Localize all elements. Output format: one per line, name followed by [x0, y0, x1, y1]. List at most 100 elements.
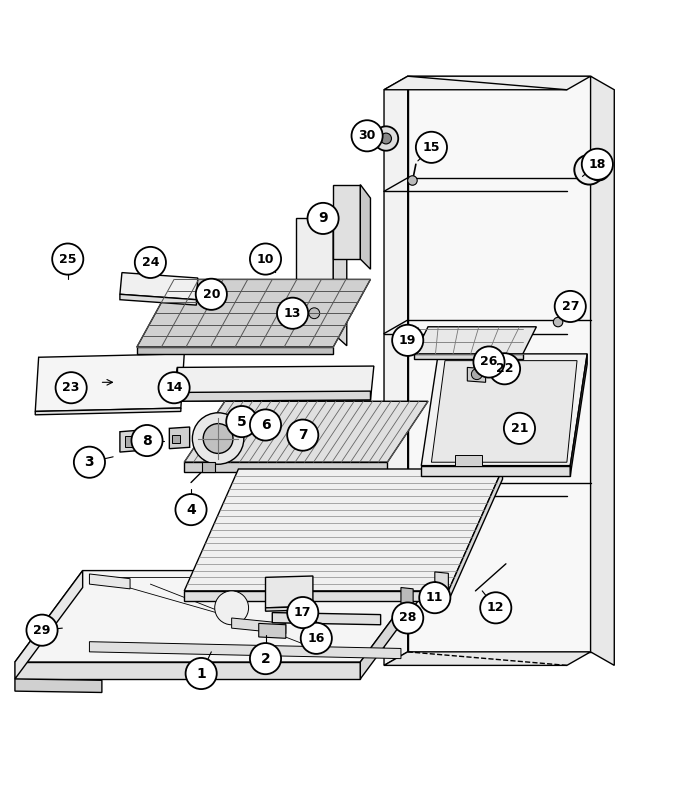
Circle shape — [175, 494, 207, 525]
Polygon shape — [333, 219, 347, 346]
Polygon shape — [169, 427, 190, 449]
Circle shape — [135, 247, 166, 278]
Text: 26: 26 — [480, 356, 498, 368]
Text: 1: 1 — [197, 667, 206, 681]
Polygon shape — [137, 347, 333, 354]
Text: 18: 18 — [589, 158, 606, 170]
Text: 21: 21 — [511, 422, 528, 435]
Text: 30: 30 — [358, 129, 376, 142]
Polygon shape — [296, 219, 333, 334]
Text: 7: 7 — [298, 428, 307, 442]
Text: 10: 10 — [257, 252, 274, 266]
Text: 16: 16 — [307, 632, 325, 645]
Text: 22: 22 — [496, 362, 513, 376]
Circle shape — [596, 166, 605, 174]
Text: 17: 17 — [294, 606, 311, 619]
Polygon shape — [184, 591, 448, 601]
Polygon shape — [422, 354, 588, 466]
Circle shape — [554, 317, 563, 327]
Polygon shape — [265, 607, 313, 611]
Text: 19: 19 — [399, 334, 416, 347]
Circle shape — [226, 406, 257, 437]
Polygon shape — [571, 354, 588, 476]
Polygon shape — [90, 641, 401, 659]
Text: 25: 25 — [59, 252, 77, 266]
Polygon shape — [455, 455, 482, 466]
Polygon shape — [124, 436, 133, 447]
Circle shape — [296, 425, 306, 435]
Text: 15: 15 — [423, 140, 440, 154]
Circle shape — [374, 126, 398, 151]
Polygon shape — [431, 361, 577, 462]
Text: 5: 5 — [237, 414, 247, 428]
Polygon shape — [137, 279, 371, 347]
Polygon shape — [408, 77, 590, 652]
Circle shape — [250, 643, 281, 674]
Circle shape — [52, 244, 84, 275]
Circle shape — [250, 409, 281, 440]
Circle shape — [588, 159, 609, 181]
Polygon shape — [15, 570, 83, 679]
Polygon shape — [184, 462, 388, 473]
Polygon shape — [360, 570, 428, 679]
Circle shape — [287, 597, 318, 628]
Polygon shape — [174, 368, 177, 402]
Circle shape — [471, 368, 482, 380]
Polygon shape — [184, 402, 428, 462]
Circle shape — [352, 120, 383, 151]
Polygon shape — [435, 572, 448, 589]
Circle shape — [158, 372, 190, 403]
Circle shape — [480, 593, 511, 623]
Polygon shape — [35, 408, 181, 415]
Polygon shape — [172, 435, 180, 443]
Polygon shape — [120, 273, 198, 300]
Polygon shape — [15, 679, 102, 693]
Circle shape — [56, 372, 87, 403]
Circle shape — [254, 423, 267, 436]
Circle shape — [555, 291, 586, 322]
Polygon shape — [120, 294, 197, 305]
Text: 20: 20 — [203, 288, 220, 301]
Polygon shape — [384, 652, 590, 665]
Text: 13: 13 — [284, 307, 301, 320]
Circle shape — [131, 425, 163, 456]
Polygon shape — [258, 623, 286, 638]
Circle shape — [416, 132, 447, 163]
Circle shape — [381, 133, 392, 144]
Circle shape — [250, 244, 281, 275]
Circle shape — [582, 148, 613, 180]
Circle shape — [473, 346, 505, 378]
Polygon shape — [333, 185, 360, 259]
Circle shape — [301, 623, 332, 654]
Circle shape — [489, 353, 520, 384]
Circle shape — [309, 308, 320, 319]
Polygon shape — [265, 576, 313, 608]
Circle shape — [504, 413, 535, 444]
Polygon shape — [272, 612, 381, 625]
Polygon shape — [35, 354, 184, 411]
Polygon shape — [590, 77, 614, 665]
Circle shape — [215, 591, 249, 625]
Polygon shape — [384, 77, 590, 90]
Polygon shape — [184, 469, 503, 591]
Text: 29: 29 — [33, 623, 51, 637]
Polygon shape — [15, 570, 428, 662]
Circle shape — [27, 615, 58, 645]
Circle shape — [408, 176, 418, 185]
Polygon shape — [415, 354, 523, 359]
Text: 9: 9 — [318, 211, 328, 226]
Circle shape — [74, 447, 105, 478]
Polygon shape — [384, 77, 408, 665]
Circle shape — [575, 155, 604, 185]
Polygon shape — [360, 185, 371, 269]
Polygon shape — [174, 391, 371, 402]
Circle shape — [277, 297, 308, 329]
Circle shape — [392, 603, 423, 634]
Circle shape — [307, 203, 339, 234]
Text: 28: 28 — [399, 611, 416, 624]
Circle shape — [203, 424, 233, 454]
Polygon shape — [422, 466, 571, 476]
Circle shape — [287, 420, 318, 451]
Text: 4: 4 — [186, 503, 196, 517]
Polygon shape — [174, 366, 374, 402]
